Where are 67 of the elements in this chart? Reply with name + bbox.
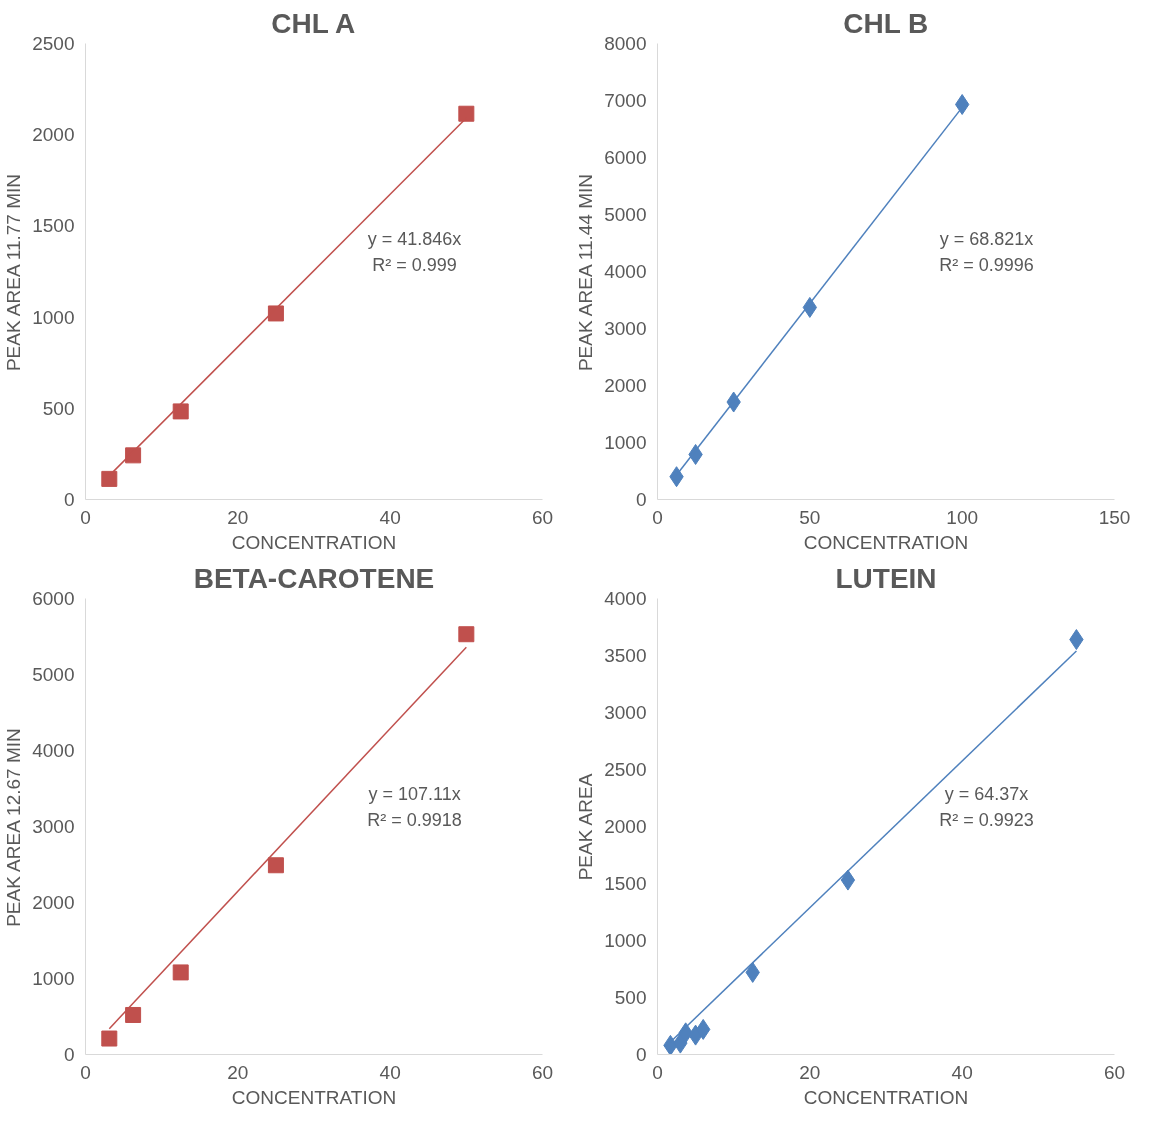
y-tick-label: 0 — [63, 1044, 75, 1065]
y-tick-label: 3000 — [604, 702, 647, 723]
y-tick-label: 1500 — [604, 873, 647, 894]
y-axis-title: PEAK AREA 12.67 MIN — [3, 728, 25, 927]
x-tick-label: 40 — [379, 1061, 401, 1083]
chart-title: LUTEIN — [835, 562, 937, 594]
x-tick-label: 50 — [799, 506, 821, 528]
y-tick-label: 0 — [635, 489, 647, 510]
y-tick-label: 1000 — [604, 432, 647, 453]
y-tick-label: 0 — [63, 489, 75, 510]
y-tick-label: 2000 — [32, 892, 75, 913]
x-tick-label: 20 — [227, 1061, 249, 1083]
x-tick-label: 20 — [227, 506, 249, 528]
annotation: y = 64.37x — [944, 783, 1029, 804]
annotation: y = 41.846x — [367, 228, 462, 249]
annotation: R² = 0.999 — [372, 254, 457, 275]
x-tick-label: 60 — [1103, 1061, 1126, 1083]
y-tick-label: 1000 — [604, 930, 647, 951]
y-tick-label: 2500 — [604, 759, 647, 780]
x-tick-label: 60 — [531, 506, 554, 528]
y-tick-label: 4000 — [32, 740, 75, 761]
y-tick-label: 6000 — [32, 588, 75, 609]
x-tick-label: 0 — [80, 506, 91, 528]
y-tick-label: 5000 — [604, 204, 647, 225]
chart-title: BETA-CAROTENE — [193, 562, 435, 594]
y-tick-label: 1000 — [32, 306, 75, 328]
x-tick-label: 0 — [652, 506, 663, 528]
y-tick-label: 500 — [614, 987, 647, 1008]
x-tick-label: 20 — [799, 1061, 821, 1083]
x-tick-label: 40 — [379, 506, 401, 528]
annotation: R² = 0.9923 — [939, 809, 1034, 830]
annotation: y = 68.821x — [939, 228, 1034, 249]
y-tick-label: 3000 — [604, 318, 647, 339]
y-tick-label: 7000 — [604, 90, 647, 111]
y-tick-label: 2000 — [604, 816, 647, 837]
y-tick-label: 1000 — [32, 968, 75, 989]
y-tick-label: 2000 — [604, 375, 647, 396]
y-tick-label: 2500 — [32, 33, 75, 54]
x-tick-label: 100 — [946, 506, 979, 528]
y-tick-label: 6000 — [604, 147, 647, 168]
y-tick-label: 0 — [635, 1044, 647, 1065]
x-axis-title: CONCENTRATION — [231, 1086, 397, 1108]
x-tick-label: 150 — [1098, 506, 1131, 528]
y-tick-label: 4000 — [604, 588, 647, 609]
y-axis-title: PEAK AREA 11.77 MIN — [3, 173, 25, 372]
y-tick-label: 1500 — [32, 215, 75, 237]
y-tick-label: 3500 — [604, 645, 647, 666]
annotation: y = 107.11x — [368, 783, 461, 804]
x-axis-title: CONCENTRATION — [803, 531, 969, 553]
y-tick-label: 500 — [42, 397, 75, 419]
chart-title: CHL B — [843, 7, 929, 39]
chart-title: CHL A — [271, 7, 356, 39]
y-tick-label: 8000 — [604, 33, 647, 54]
y-axis-title: PEAK AREA — [575, 773, 597, 881]
x-tick-label: 40 — [951, 1061, 973, 1083]
x-axis-title: CONCENTRATION — [231, 531, 397, 553]
y-tick-label: 5000 — [32, 664, 75, 685]
y-axis-title: PEAK AREA 11.44 MIN — [575, 173, 597, 372]
annotation: R² = 0.9996 — [939, 254, 1034, 275]
y-tick-label: 2000 — [32, 124, 75, 146]
x-tick-label: 0 — [80, 1061, 91, 1083]
y-tick-label: 4000 — [604, 261, 647, 282]
x-axis-title: CONCENTRATION — [803, 1086, 969, 1108]
x-tick-label: 0 — [652, 1061, 663, 1083]
y-tick-label: 3000 — [32, 816, 75, 837]
x-tick-label: 60 — [531, 1061, 554, 1083]
annotation: R² = 0.9918 — [367, 809, 462, 830]
